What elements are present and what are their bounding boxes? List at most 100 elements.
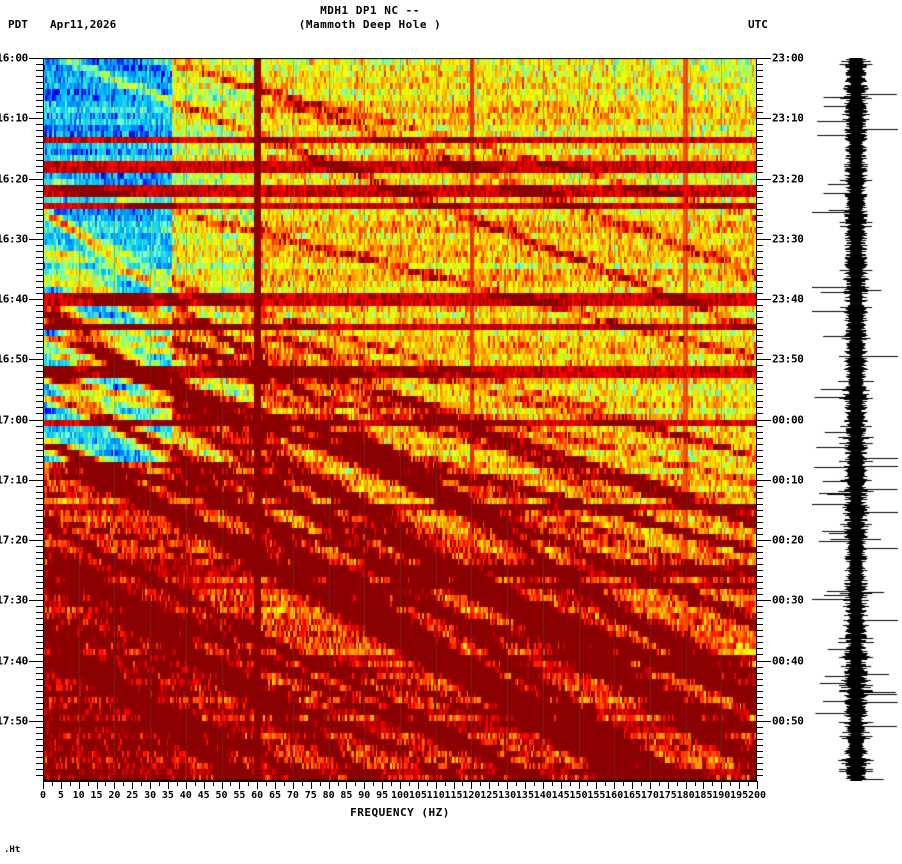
frequency-minor-tick — [445, 781, 446, 786]
frequency-major-tick — [721, 781, 722, 789]
left-axis-minor-tick — [36, 353, 43, 355]
left-axis-minor-tick — [36, 395, 43, 397]
right-axis-minor-tick — [757, 437, 763, 439]
right-axis-major-tick — [757, 600, 771, 602]
frequency-axis-label: 175 — [658, 790, 677, 801]
left-axis-minor-tick — [36, 690, 43, 692]
right-axis-minor-tick — [757, 618, 763, 620]
frequency-minor-tick — [480, 781, 481, 786]
right-axis-minor-tick — [757, 407, 763, 409]
left-axis-minor-tick — [36, 527, 43, 529]
spectrogram-heatmap[interactable] — [43, 58, 757, 781]
left-axis-minor-tick — [36, 226, 43, 228]
right-axis-minor-tick — [757, 738, 763, 740]
left-axis-major-tick — [29, 118, 43, 120]
right-axis-major-tick — [757, 359, 771, 361]
right-axis-minor-tick — [757, 341, 763, 343]
frequency-major-tick — [293, 781, 294, 789]
frequency-minor-tick — [409, 781, 410, 786]
left-axis-minor-tick — [36, 738, 43, 740]
frequency-axis-label: 160 — [605, 790, 624, 801]
right-axis-minor-tick — [757, 503, 763, 505]
right-axis-label: 00:20 — [772, 533, 804, 547]
right-axis-minor-tick — [757, 244, 763, 246]
right-axis-minor-tick — [757, 654, 763, 656]
left-axis-minor-tick — [36, 256, 43, 258]
frequency-minor-tick — [266, 781, 267, 786]
frequency-minor-tick — [141, 781, 142, 786]
frequency-axis-label: 70 — [286, 790, 299, 801]
frequency-major-tick — [579, 781, 580, 789]
frequency-axis-label: 75 — [304, 790, 317, 801]
left-axis-minor-tick — [36, 190, 43, 192]
right-axis-minor-tick — [757, 582, 763, 584]
spectrogram-panel[interactable] — [43, 58, 757, 781]
left-axis-minor-tick — [36, 82, 43, 84]
frequency-major-tick — [257, 781, 258, 789]
left-axis-major-tick — [29, 720, 43, 722]
left-axis-minor-tick — [36, 437, 43, 439]
left-axis-minor-tick — [36, 76, 43, 78]
left-axis-minor-tick — [36, 100, 43, 102]
right-axis-minor-tick — [757, 690, 763, 692]
right-axis-minor-tick — [757, 305, 763, 307]
right-axis-minor-tick — [757, 576, 763, 578]
right-axis-minor-tick — [757, 166, 763, 168]
left-axis-minor-tick — [36, 64, 43, 66]
right-axis-label: 23:00 — [772, 51, 804, 65]
frequency-minor-tick — [587, 781, 588, 786]
frequency-axis-label: 80 — [322, 790, 335, 801]
frequency-major-tick — [186, 781, 187, 789]
left-axis-minor-tick — [36, 570, 43, 572]
right-axis-label: 23:10 — [772, 111, 804, 125]
frequency-axis-label: 190 — [712, 790, 731, 801]
left-axis-minor-tick — [36, 467, 43, 469]
right-axis-major-tick — [757, 299, 771, 300]
seismogram-trace-panel[interactable] — [812, 58, 898, 781]
frequency-axis-label: 200 — [747, 790, 767, 801]
frequency-axis-label: 120 — [462, 790, 481, 801]
right-timezone-label: UTC — [748, 18, 768, 31]
left-axis-minor-tick — [36, 449, 43, 451]
frequency-major-tick — [97, 781, 98, 789]
left-axis-minor-tick — [36, 497, 43, 499]
frequency-axis-label: 150 — [569, 790, 588, 801]
right-axis-minor-tick — [757, 678, 763, 680]
left-axis-minor-tick — [36, 383, 43, 385]
right-axis-label: 00:50 — [772, 714, 804, 728]
frequency-axis-label: 0 — [39, 790, 47, 801]
frequency-major-tick — [204, 781, 205, 789]
right-axis-minor-tick — [757, 190, 763, 192]
frequency-minor-tick — [552, 781, 553, 786]
left-axis-minor-tick — [36, 443, 43, 445]
frequency-axis-label: 35 — [161, 790, 174, 801]
left-axis-minor-tick — [36, 142, 43, 144]
right-axis-minor-tick — [757, 672, 763, 674]
frequency-major-tick — [703, 781, 704, 789]
left-axis-minor-tick — [36, 618, 43, 620]
left-axis-minor-tick — [36, 335, 43, 337]
left-axis-minor-tick — [36, 413, 43, 415]
right-axis-minor-tick — [757, 250, 763, 252]
frequency-minor-tick — [427, 781, 428, 786]
frequency-axis-label: 170 — [640, 790, 659, 801]
frequency-minor-tick — [695, 781, 696, 786]
right-axis-label: 23:20 — [772, 172, 804, 185]
left-axis-minor-tick — [36, 491, 43, 493]
frequency-axis-label: 135 — [515, 790, 534, 801]
left-axis-label: 16:50 — [0, 352, 28, 366]
left-axis-minor-tick — [36, 606, 43, 608]
frequency-minor-tick — [570, 781, 571, 786]
left-axis-minor-tick — [36, 636, 43, 638]
left-axis-major-tick — [29, 479, 43, 481]
frequency-major-tick — [400, 781, 401, 789]
left-axis-minor-tick — [36, 648, 43, 650]
right-axis-minor-tick — [757, 473, 763, 475]
left-axis-minor-tick — [36, 130, 43, 132]
right-axis-minor-tick — [757, 82, 763, 84]
right-axis-minor-tick — [757, 280, 763, 282]
frequency-major-tick — [471, 781, 472, 789]
right-axis-minor-tick — [757, 732, 763, 734]
frequency-minor-tick — [320, 781, 321, 786]
right-axis-minor-tick — [757, 630, 763, 632]
